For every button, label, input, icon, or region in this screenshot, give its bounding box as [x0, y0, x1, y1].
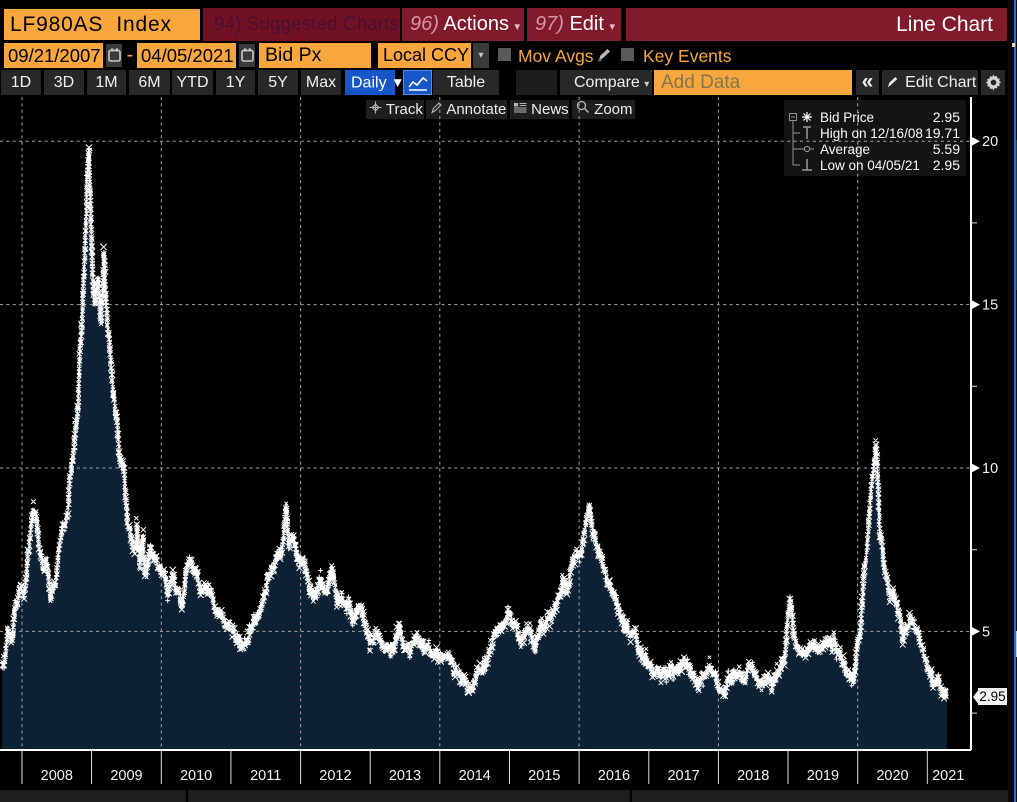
svg-text:2014: 2014: [459, 768, 491, 784]
svg-text:2017: 2017: [667, 768, 699, 784]
svg-text:2008: 2008: [41, 768, 73, 784]
svg-text:2012: 2012: [319, 768, 351, 784]
svg-text:2010: 2010: [180, 768, 212, 784]
svg-text:Average: Average: [820, 142, 870, 157]
svg-text:2011: 2011: [250, 768, 281, 784]
svg-text:2018: 2018: [737, 768, 769, 784]
svg-text:2019: 2019: [807, 768, 839, 784]
svg-text:5.59: 5.59: [933, 141, 960, 157]
svg-text:2009: 2009: [110, 768, 142, 784]
svg-text:10: 10: [982, 461, 998, 477]
svg-text:2.95: 2.95: [933, 157, 960, 173]
svg-text:2016: 2016: [598, 768, 630, 784]
svg-text:15: 15: [982, 298, 998, 314]
svg-text:20: 20: [982, 134, 998, 150]
svg-text:2.95: 2.95: [933, 109, 960, 125]
svg-text:2013: 2013: [389, 768, 421, 784]
svg-text:2020: 2020: [876, 768, 908, 784]
svg-text:2015: 2015: [528, 768, 560, 784]
svg-text:2.95: 2.95: [979, 689, 1005, 704]
svg-text:Bid Price: Bid Price: [820, 110, 874, 125]
svg-text:Low on 04/05/21: Low on 04/05/21: [820, 158, 920, 173]
svg-text:19.71: 19.71: [925, 125, 960, 141]
svg-text:5: 5: [982, 624, 990, 640]
svg-text:High on 12/16/08: High on 12/16/08: [820, 126, 923, 141]
svg-text:2021: 2021: [932, 768, 964, 784]
